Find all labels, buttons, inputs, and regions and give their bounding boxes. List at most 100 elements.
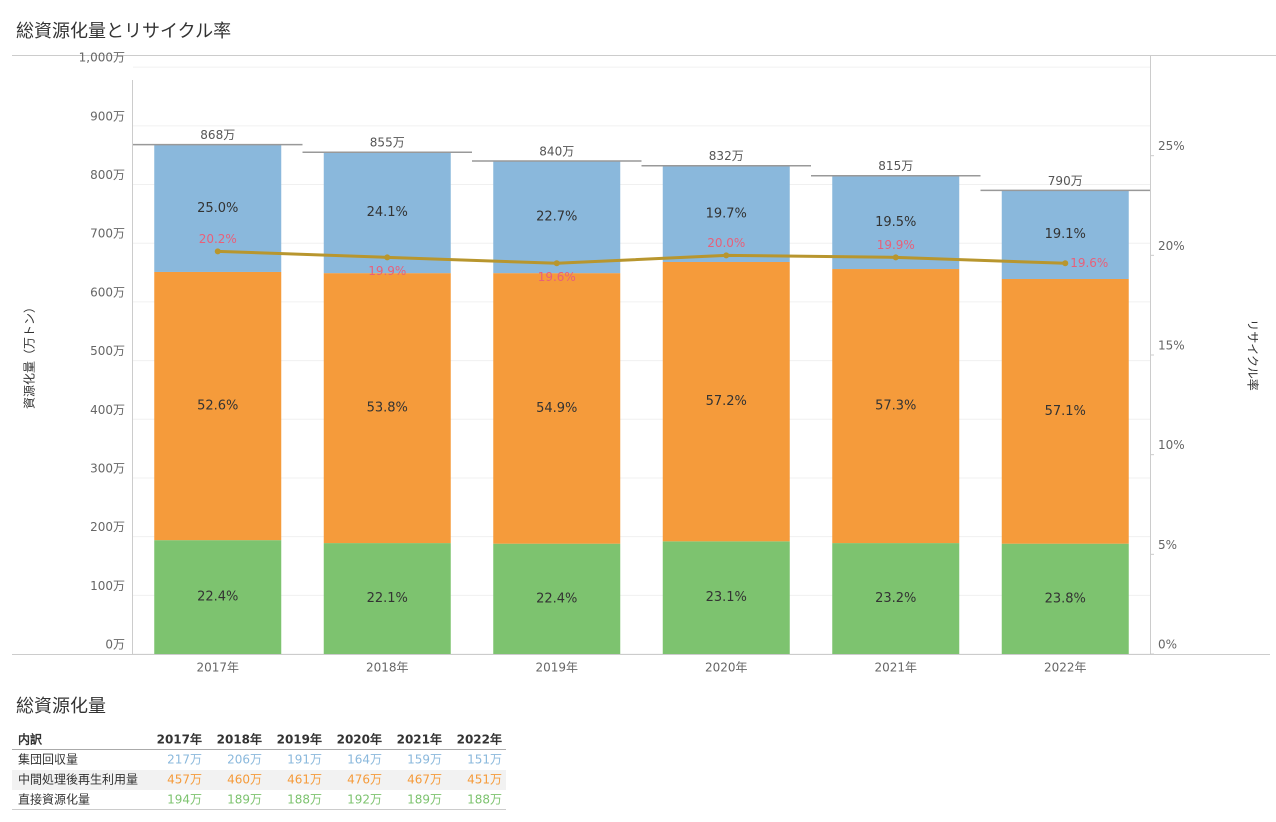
bar-segment xyxy=(323,273,451,544)
rate-label: 19.9% xyxy=(368,264,406,278)
y2-tick-label: 20% xyxy=(1158,239,1185,253)
share-label: 57.1% xyxy=(1045,404,1086,419)
rate-point xyxy=(384,254,391,261)
rate-label: 19.6% xyxy=(538,270,576,284)
share-label: 52.6% xyxy=(197,399,238,414)
y-tick-label: 0万 xyxy=(105,638,125,652)
x-tick-label: 2018年 xyxy=(366,661,409,675)
share-label: 57.3% xyxy=(875,399,916,414)
table-cell: 206万 xyxy=(227,753,262,767)
y-tick-label: 600万 xyxy=(90,285,125,299)
share-label: 19.1% xyxy=(1045,227,1086,242)
table-cell: 159万 xyxy=(407,753,442,767)
share-label: 23.8% xyxy=(1045,591,1086,606)
share-label: 22.7% xyxy=(536,210,577,225)
rate-line xyxy=(217,249,1066,265)
table-header: 2022年 xyxy=(457,732,502,747)
table-cell: 直接資源化量 xyxy=(18,792,90,807)
y-tick-label: 500万 xyxy=(90,344,125,358)
bar-segment xyxy=(832,175,960,270)
table-cell: 集団回収量 xyxy=(18,752,78,767)
x-tick-label: 2019年 xyxy=(535,661,578,675)
share-label: 57.2% xyxy=(706,394,747,409)
table-cell: 中間処理後再生利用量 xyxy=(18,772,138,787)
table-header: 2018年 xyxy=(217,732,262,747)
total-label: 868万 xyxy=(200,128,235,142)
rate-label: 20.2% xyxy=(199,232,237,246)
rate-point xyxy=(1062,260,1069,267)
rate-label: 19.6% xyxy=(1070,256,1108,270)
total-label: 832万 xyxy=(709,149,744,163)
y-tick-label: 300万 xyxy=(90,461,125,475)
share-label: 53.8% xyxy=(367,401,408,416)
share-label: 54.9% xyxy=(536,401,577,416)
y2-tick-label: 0% xyxy=(1158,638,1177,652)
x-tick-label: 2020年 xyxy=(705,661,748,675)
table-cell: 460万 xyxy=(227,773,262,787)
rate-label: 19.9% xyxy=(877,238,915,252)
y2-axis-label: リサイクル率 xyxy=(1246,319,1261,390)
table-cell: 451万 xyxy=(467,773,502,787)
table-cell: 192万 xyxy=(347,793,382,807)
table-title: 総資源化量 xyxy=(16,696,106,717)
share-label: 24.1% xyxy=(367,205,408,220)
table-cell: 151万 xyxy=(467,753,502,767)
table-cell: 188万 xyxy=(467,793,502,807)
share-label: 22.4% xyxy=(536,591,577,606)
bar-segment xyxy=(832,269,960,544)
table-cell: 164万 xyxy=(347,753,382,767)
table-cell: 217万 xyxy=(167,753,202,767)
share-label: 22.4% xyxy=(197,590,238,605)
rate-point xyxy=(723,252,730,259)
share-label: 22.1% xyxy=(367,591,408,606)
y2-tick-label: 10% xyxy=(1158,438,1185,452)
table-cell: 476万 xyxy=(347,773,382,787)
y-tick-label: 800万 xyxy=(90,168,125,182)
bar-segment xyxy=(493,161,621,274)
y2-tick-label: 15% xyxy=(1158,339,1185,353)
rate-point xyxy=(214,248,221,255)
total-label: 790万 xyxy=(1048,174,1083,188)
chart-title: 総資源化量とリサイクル率 xyxy=(16,21,231,42)
table-header: 内訳 xyxy=(18,732,43,747)
share-label: 25.0% xyxy=(197,201,238,216)
y-tick-label: 1,000万 xyxy=(79,51,125,65)
table-cell: 194万 xyxy=(167,793,202,807)
y-tick-label: 100万 xyxy=(90,579,125,593)
y-tick-label: 700万 xyxy=(90,227,125,241)
bar-segment xyxy=(323,152,451,274)
bar-segment xyxy=(1001,279,1129,544)
x-tick-label: 2017年 xyxy=(196,661,239,675)
y2-tick-label: 5% xyxy=(1158,538,1177,552)
bar-segment xyxy=(662,261,790,542)
bar-segment xyxy=(1001,543,1129,654)
table-cell: 189万 xyxy=(407,793,442,807)
x-tick-label: 2022年 xyxy=(1044,661,1087,675)
table-cell: 467万 xyxy=(407,773,442,787)
rate-label: 20.0% xyxy=(707,236,745,250)
total-label: 840万 xyxy=(539,145,574,159)
bar-segment xyxy=(493,543,621,654)
y-tick-label: 900万 xyxy=(90,109,125,123)
share-label: 19.5% xyxy=(875,215,916,230)
table-cell: 461万 xyxy=(287,773,322,787)
bar-segment xyxy=(323,543,451,654)
share-label: 23.1% xyxy=(706,590,747,605)
bar-segment xyxy=(154,271,282,541)
bar-segment xyxy=(662,541,790,654)
bar-segment xyxy=(154,540,282,654)
table-cell: 191万 xyxy=(287,753,322,767)
bar-segment xyxy=(493,273,621,544)
rate-point xyxy=(553,260,560,267)
total-label: 855万 xyxy=(370,136,405,150)
table-header: 2017年 xyxy=(157,732,202,747)
y2-tick-label: 25% xyxy=(1158,139,1185,153)
table-header: 2019年 xyxy=(277,732,322,747)
x-tick-label: 2021年 xyxy=(874,661,917,675)
table-cell: 188万 xyxy=(287,793,322,807)
rate-point xyxy=(892,254,899,261)
y-axis-label: 資源化量（万トン） xyxy=(23,301,37,409)
y-tick-label: 400万 xyxy=(90,403,125,417)
